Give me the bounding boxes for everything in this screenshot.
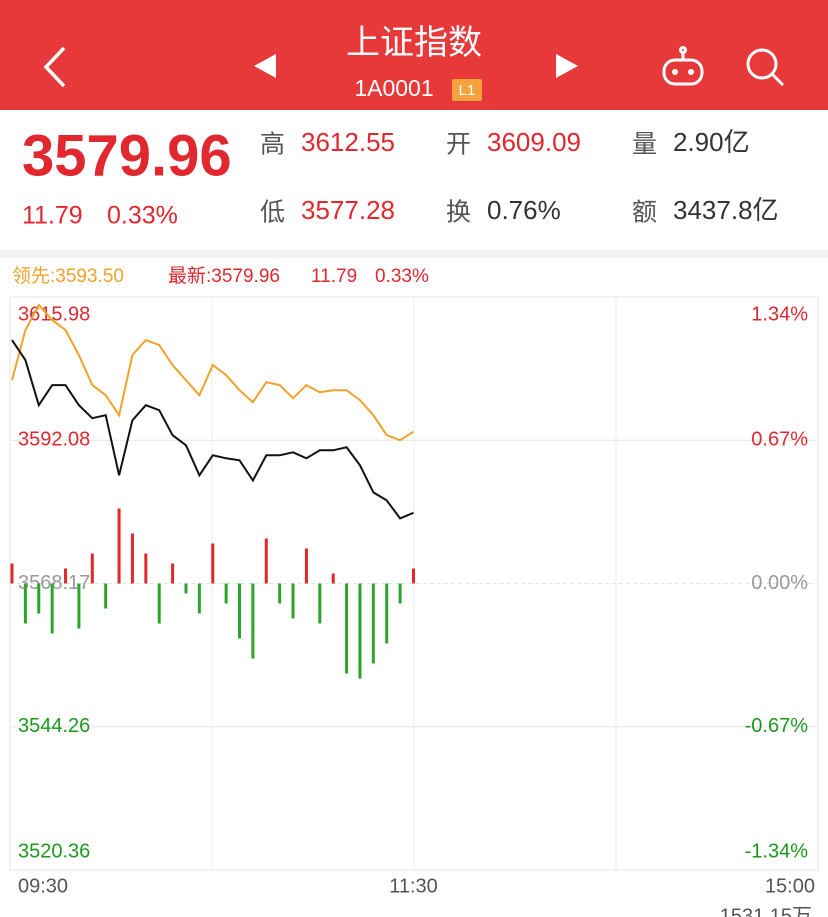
price-line xyxy=(11,303,415,442)
stat-label: 高 xyxy=(260,131,285,159)
flow-bar xyxy=(345,583,349,674)
flow-bar xyxy=(278,583,282,604)
flow-bar xyxy=(117,508,121,584)
price-line xyxy=(11,339,414,520)
y-tick-label: 3520.36 xyxy=(18,840,90,862)
latest-label: 最新:3579.96 xyxy=(168,265,280,287)
flow-bar xyxy=(144,553,148,584)
y2-tick-label: 1.34% xyxy=(751,303,808,325)
flow-bar xyxy=(77,583,81,629)
top-bar xyxy=(0,0,828,110)
stat-label: 换 xyxy=(446,199,471,227)
flow-bar xyxy=(251,583,255,659)
stat-value: 3612.55 xyxy=(301,127,395,157)
page-title: 上证指数 xyxy=(346,24,482,62)
flow-bar xyxy=(224,583,228,604)
stat-value: 3609.09 xyxy=(487,127,581,157)
stock-code: 1A0001 xyxy=(354,75,433,101)
flow-bar xyxy=(171,563,175,584)
flow-bar xyxy=(10,563,14,584)
last-price: 3579.96 xyxy=(22,123,232,188)
y2-tick-label: -1.34% xyxy=(745,840,809,862)
y2-tick-label: 0.00% xyxy=(751,572,808,594)
level-badge: L1 xyxy=(459,82,476,99)
flow-bar xyxy=(358,583,362,679)
y2-tick-label: 0.67% xyxy=(751,429,808,451)
flow-bar xyxy=(64,568,68,584)
flow-bar xyxy=(385,583,389,644)
flow-bar xyxy=(50,583,54,634)
flow-bar xyxy=(331,573,335,584)
flow-bar xyxy=(304,548,308,584)
stat-label: 量 xyxy=(632,131,657,159)
price-change-pct: 0.33% xyxy=(107,202,178,230)
flow-bar xyxy=(398,583,402,604)
x-tick-label: 11:30 xyxy=(389,875,438,897)
level-badge-bg xyxy=(452,79,482,101)
flow-bar xyxy=(197,583,201,614)
flow-bar xyxy=(184,583,188,594)
stat-label: 额 xyxy=(632,199,657,227)
back-button[interactable] xyxy=(43,46,66,88)
flow-bar xyxy=(264,538,268,584)
stat-value: 2.90亿 xyxy=(673,127,750,157)
stat-value: 0.76% xyxy=(487,195,561,225)
bottom-volume: 1531.15万 xyxy=(720,905,812,917)
flow-bar xyxy=(157,583,161,624)
lead-label: 领先:3593.50 xyxy=(12,265,124,287)
y-tick-label: 3592.08 xyxy=(18,429,90,451)
prev-button[interactable] xyxy=(254,54,276,78)
flow-bar xyxy=(90,553,94,584)
flow-bar xyxy=(318,583,322,624)
latest-pct: 0.33% xyxy=(375,266,429,287)
y-tick-label: 3568.17 xyxy=(18,572,90,594)
x-tick-label: 15:00 xyxy=(765,875,815,897)
search-icon[interactable] xyxy=(746,48,785,87)
separator xyxy=(0,250,828,258)
flow-bar xyxy=(104,583,108,609)
flow-bar xyxy=(291,583,295,619)
flow-bar xyxy=(23,583,27,624)
flow-bar xyxy=(211,543,215,584)
robot-icon[interactable] xyxy=(662,46,704,86)
stat-label: 低 xyxy=(260,199,285,227)
price-change: 11.79 xyxy=(22,202,83,230)
flow-bar xyxy=(412,568,415,584)
flow-bar xyxy=(371,583,375,664)
flow-bar xyxy=(238,583,242,639)
stat-value: 3577.28 xyxy=(301,195,395,225)
stat-value: 3437.8亿 xyxy=(673,195,779,225)
y2-tick-label: -0.67% xyxy=(745,715,809,737)
y-tick-label: 3544.26 xyxy=(18,715,90,737)
latest-change: 11.79 xyxy=(311,266,357,287)
next-button[interactable] xyxy=(556,54,578,78)
flow-bar xyxy=(37,583,41,614)
flow-bar xyxy=(130,533,134,584)
stat-label: 开 xyxy=(446,131,471,159)
x-tick-label: 09:30 xyxy=(18,875,68,897)
